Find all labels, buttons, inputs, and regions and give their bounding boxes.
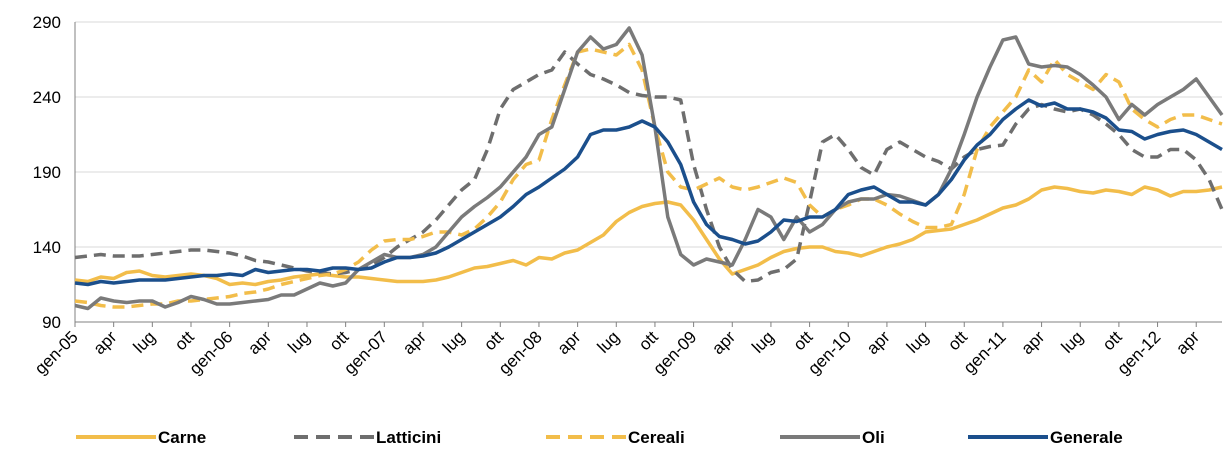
x-tick-label: apr xyxy=(1172,327,1203,358)
y-tick-label: 90 xyxy=(42,313,61,332)
x-tick-label: ott xyxy=(635,327,662,354)
x-tick-label: apr xyxy=(399,327,430,358)
x-tick-label: apr xyxy=(1018,327,1049,358)
x-tick-label: ott xyxy=(1099,327,1126,354)
x-tick-label: lug xyxy=(903,327,932,356)
series-line xyxy=(74,50,1224,284)
x-tick-label: lug xyxy=(748,327,777,356)
x-tick-label: lug xyxy=(439,327,468,356)
x-tick-label: lug xyxy=(130,327,159,356)
x-tick-label: gen-10 xyxy=(804,327,855,378)
x-tick-label: apr xyxy=(708,327,739,358)
y-tick-label: 190 xyxy=(33,163,61,182)
x-tick-label: apr xyxy=(863,327,894,358)
x-tick-label: apr xyxy=(244,327,275,358)
x-tick-label: gen-12 xyxy=(1114,327,1165,378)
x-tick-label: lug xyxy=(284,327,313,356)
legend-label: Carne xyxy=(158,428,206,447)
x-tick-label: ott xyxy=(171,327,198,354)
x-tick-label: ott xyxy=(944,327,971,354)
series-line xyxy=(74,185,1223,287)
x-tick-label: ott xyxy=(326,327,353,354)
legend-label: Latticini xyxy=(376,428,441,447)
series-line xyxy=(74,26,1224,311)
x-tick-label: gen-06 xyxy=(186,327,237,378)
x-tick-label: gen-11 xyxy=(960,327,1010,377)
x-tick-label: gen-08 xyxy=(495,327,546,378)
legend-label: Generale xyxy=(1050,428,1123,447)
legend-label: Oli xyxy=(862,428,885,447)
series-line xyxy=(74,98,1223,287)
x-tick-label: apr xyxy=(90,327,121,358)
y-tick-label: 240 xyxy=(33,88,61,107)
y-tick-label: 290 xyxy=(33,13,61,32)
y-tick-label: 140 xyxy=(33,238,61,257)
x-tick-label: ott xyxy=(790,327,817,354)
x-tick-label: ott xyxy=(480,327,507,354)
x-tick-label: gen-09 xyxy=(650,327,701,378)
x-tick-label: lug xyxy=(1058,327,1087,356)
x-tick-label: gen-05 xyxy=(31,327,82,378)
x-tick-label: gen-07 xyxy=(340,327,391,378)
x-tick-label: lug xyxy=(594,327,623,356)
legend-label: Cereali xyxy=(628,428,685,447)
x-tick-label: apr xyxy=(554,327,585,358)
